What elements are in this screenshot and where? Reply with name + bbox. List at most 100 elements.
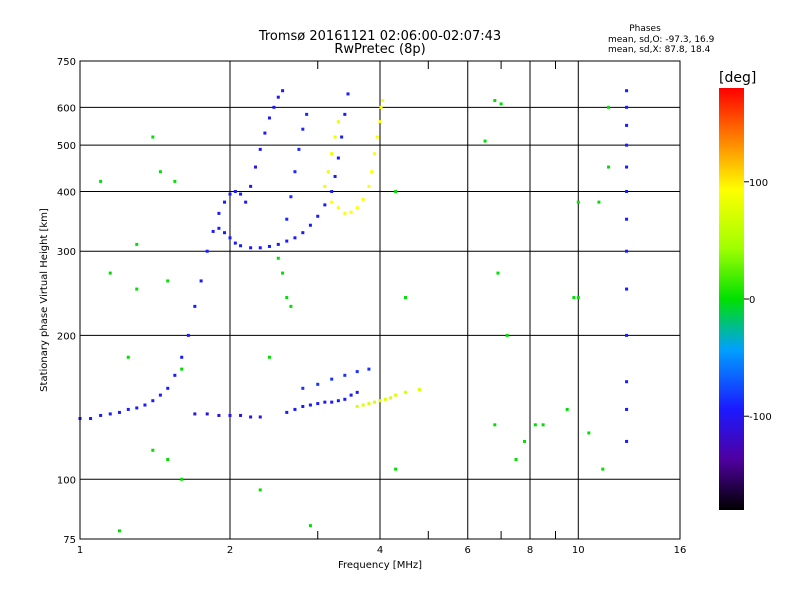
data-point bbox=[625, 333, 629, 337]
chart-title: Tromsø 20161121 02:06:00-02:07:43 bbox=[258, 29, 501, 44]
data-point bbox=[89, 417, 93, 421]
data-point bbox=[394, 393, 398, 397]
data-point bbox=[587, 431, 591, 435]
data-point bbox=[293, 236, 297, 240]
data-point bbox=[333, 135, 337, 139]
data-point bbox=[340, 135, 344, 139]
data-point bbox=[505, 333, 509, 337]
data-point bbox=[285, 410, 289, 414]
data-point bbox=[499, 102, 503, 106]
data-point bbox=[330, 200, 334, 204]
plot-frame bbox=[79, 60, 681, 540]
data-point bbox=[135, 406, 139, 410]
data-point bbox=[285, 217, 289, 221]
data-point bbox=[285, 239, 289, 243]
data-point bbox=[99, 179, 103, 183]
data-point bbox=[281, 89, 285, 93]
data-point bbox=[126, 407, 130, 411]
data-point bbox=[276, 256, 280, 260]
data-point bbox=[336, 120, 340, 124]
data-point bbox=[379, 105, 383, 109]
data-point bbox=[597, 200, 601, 204]
data-point bbox=[223, 200, 227, 204]
data-point bbox=[333, 174, 337, 178]
data-point bbox=[355, 370, 359, 374]
data-point bbox=[483, 139, 487, 143]
data-point bbox=[381, 99, 385, 103]
data-point bbox=[343, 397, 347, 401]
data-point bbox=[493, 423, 497, 427]
data-point bbox=[625, 123, 629, 127]
data-point bbox=[308, 403, 312, 407]
data-point bbox=[323, 203, 327, 207]
data-point bbox=[349, 210, 353, 214]
data-point bbox=[239, 244, 243, 248]
data-point bbox=[239, 192, 243, 196]
data-point bbox=[267, 116, 271, 120]
data-point bbox=[572, 296, 576, 300]
data-point bbox=[228, 413, 232, 417]
data-point bbox=[625, 249, 629, 253]
x-tick-label: 10 bbox=[572, 545, 585, 556]
data-point bbox=[625, 105, 629, 109]
data-point bbox=[217, 211, 221, 215]
data-point bbox=[135, 242, 139, 246]
x-tick-label: 1 bbox=[77, 545, 83, 556]
data-point bbox=[367, 367, 371, 371]
x-tick-label: 8 bbox=[527, 545, 533, 556]
colorbar-tick-label: 100 bbox=[749, 178, 768, 189]
data-point bbox=[258, 488, 262, 492]
data-point bbox=[355, 390, 359, 394]
data-point bbox=[625, 287, 629, 291]
data-point bbox=[143, 403, 147, 407]
data-point bbox=[193, 412, 197, 416]
data-point bbox=[383, 397, 387, 401]
data-point bbox=[607, 165, 611, 169]
data-point bbox=[151, 448, 155, 452]
data-point bbox=[258, 147, 262, 151]
data-point bbox=[217, 413, 221, 417]
data-point bbox=[316, 382, 320, 386]
colorbar-label: [deg] bbox=[719, 70, 756, 86]
x-tick-label: 16 bbox=[674, 545, 687, 556]
data-point bbox=[367, 184, 371, 188]
x-tick-label: 2 bbox=[227, 545, 233, 556]
data-point bbox=[330, 400, 334, 404]
data-point bbox=[625, 89, 629, 93]
data-point bbox=[330, 189, 334, 193]
data-point bbox=[308, 524, 312, 528]
data-point bbox=[336, 399, 340, 403]
y-tick-label: 300 bbox=[57, 247, 76, 258]
data-point bbox=[263, 131, 267, 135]
data-point bbox=[281, 271, 285, 275]
data-point bbox=[117, 529, 121, 533]
data-point bbox=[349, 393, 353, 397]
data-point bbox=[289, 195, 293, 199]
data-point bbox=[403, 296, 407, 300]
data-point bbox=[233, 241, 237, 245]
data-point bbox=[211, 229, 215, 233]
data-point bbox=[135, 287, 139, 291]
data-point bbox=[308, 223, 312, 227]
colorbar bbox=[719, 88, 744, 510]
data-point bbox=[378, 120, 382, 124]
data-point bbox=[267, 244, 271, 248]
data-point bbox=[496, 271, 500, 275]
stats-line-x: mean, sd,X: 87.8, 18.4 bbox=[608, 45, 711, 55]
data-point bbox=[173, 373, 177, 377]
y-tick-label: 75 bbox=[63, 535, 76, 546]
data-point bbox=[244, 200, 248, 204]
data-point bbox=[166, 457, 170, 461]
data-point bbox=[99, 413, 103, 417]
stats-heading: Phases bbox=[629, 24, 661, 34]
colorbar-ticks: -100 0 100 bbox=[744, 178, 772, 423]
y-tick-label: 600 bbox=[57, 103, 76, 114]
data-point bbox=[108, 271, 112, 275]
data-point bbox=[343, 373, 347, 377]
data-point bbox=[217, 226, 221, 230]
data-point bbox=[378, 399, 382, 403]
data-point bbox=[199, 279, 203, 283]
data-point bbox=[625, 439, 629, 443]
data-point bbox=[272, 105, 276, 109]
data-point bbox=[370, 170, 374, 174]
